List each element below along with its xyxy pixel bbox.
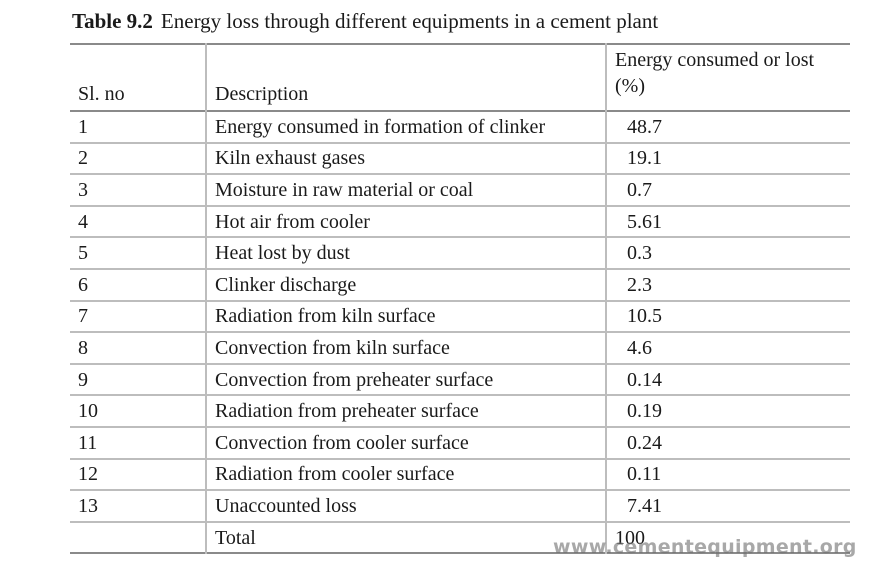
table-row: 5 Heat lost by dust 0.3 [70,237,850,269]
cell-sl-no: 6 [78,273,88,296]
table-row: 2 Kiln exhaust gases 19.1 [70,142,850,175]
cell-description: Unaccounted loss [205,490,606,522]
table-row: 8 Convection from kiln surface 4.6 [70,332,850,364]
cell-sl-no: 4 [78,210,88,233]
table-caption: Table 9.2 Energy loss through different e… [72,9,658,34]
cell-description: Clinker discharge [205,268,606,301]
cell-value: 2.3 [605,268,850,301]
cell-description: Radiation from cooler surface [205,458,606,491]
cell-sl-no: 12 [78,463,98,486]
header-sl-no: Sl. no [78,83,125,105]
table-row: 7 Radiation from kiln surface 10.5 [70,300,850,333]
cell-value: 10.5 [605,300,850,333]
cell-sl-no: 7 [78,305,88,328]
header-energy: Energy consumed or lost (%) [605,44,850,111]
cell-value: 0.19 [605,395,850,427]
total-row: Total 100 [70,521,850,554]
table-row: 11 Convection from cooler surface 0.24 [70,426,850,459]
cell-value: 4.6 [605,332,850,364]
watermark-text: www.cementequipment.org [553,536,857,558]
cell-sl-no: 5 [78,242,88,265]
table-number: Table 9.2 [72,9,153,33]
cell-value: 0.3 [605,237,850,269]
cell-value: 19.1 [605,142,850,175]
cell-description: Radiation from preheater surface [205,395,606,427]
table-row: 1 Energy consumed in formation of clinke… [70,111,850,143]
cell-value: 7.41 [605,490,850,522]
cell-sl-no: 9 [78,368,88,391]
total-value: 100 [605,521,850,554]
cell-sl-no: 3 [78,178,88,201]
cell-sl-no: 11 [78,431,98,454]
cell-value: 0.24 [605,426,850,459]
table-row: 3 Moisture in raw material or coal 0.7 [70,174,850,206]
header-energy-line1: Energy consumed or lost [615,49,815,71]
header-energy-line2: (%) [615,75,645,97]
total-label: Total [205,521,606,554]
cell-sl-no: 2 [78,147,88,170]
total-sl-no [70,522,206,554]
cell-value: 48.7 [605,111,850,143]
cell-description: Convection from preheater surface [205,363,606,396]
cell-sl-no: 13 [78,494,98,517]
cell-description: Energy consumed in formation of clinker [205,111,606,143]
energy-loss-table: Sl. no Description Energy consumed or lo… [70,43,850,554]
table-row: 12 Radiation from cooler surface 0.11 [70,458,850,491]
table-row: 4 Hot air from cooler 5.61 [70,205,850,238]
cell-sl-no: 8 [78,336,88,359]
cell-description: Moisture in raw material or coal [205,174,606,206]
cell-value: 0.14 [605,363,850,396]
cell-description: Convection from kiln surface [205,332,606,364]
table-row: 6 Clinker discharge 2.3 [70,268,850,301]
cell-value: 5.61 [605,205,850,238]
table-row: 13 Unaccounted loss 7.41 [70,490,850,522]
table-title: Energy loss through different equipments… [160,9,659,33]
cell-value: 0.7 [605,174,850,206]
table-header-row: Sl. no Description Energy consumed or lo… [70,44,850,111]
table-row: 9 Convection from preheater surface 0.14 [70,363,850,396]
cell-value: 0.11 [605,458,850,491]
cell-sl-no: 10 [78,400,98,423]
cell-description: Convection from cooler surface [205,426,606,459]
cell-description: Radiation from kiln surface [205,300,606,333]
cell-description: Kiln exhaust gases [205,142,606,175]
cell-sl-no: 1 [78,115,88,138]
cell-description: Heat lost by dust [205,237,606,269]
cell-description: Hot air from cooler [205,205,606,238]
table-row: 10 Radiation from preheater surface 0.19 [70,395,850,427]
header-description: Description [205,44,606,111]
